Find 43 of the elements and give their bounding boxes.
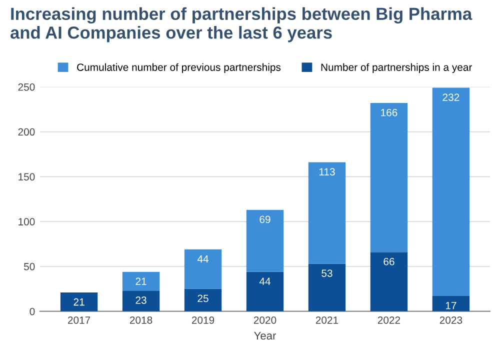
bar xyxy=(246,272,284,312)
bar xyxy=(370,103,408,252)
bar xyxy=(184,249,222,289)
bar xyxy=(122,290,160,312)
x-tick-label: 2020 xyxy=(254,316,276,324)
data-label: 17 xyxy=(446,302,456,310)
data-label: 44 xyxy=(197,255,209,262)
bar xyxy=(60,292,98,312)
bar xyxy=(370,252,408,312)
y-tick-label: 200 xyxy=(18,128,35,136)
y-tick-label: 250 xyxy=(18,83,35,91)
data-label: 44 xyxy=(259,278,270,285)
x-axis-title: Year xyxy=(254,332,276,340)
x-tick-label: 2019 xyxy=(192,316,214,324)
bar xyxy=(432,88,470,296)
data-label: 21 xyxy=(74,298,84,306)
data-label: 53 xyxy=(322,270,332,277)
data-label: 66 xyxy=(384,258,394,266)
legend-label: Number of partnerships in a year xyxy=(321,63,472,74)
data-label: 23 xyxy=(136,296,146,304)
bar xyxy=(122,272,160,291)
y-tick-label: 100 xyxy=(18,218,35,226)
data-label: 113 xyxy=(319,168,335,176)
data-label: 69 xyxy=(260,216,270,224)
y-tick-label: 0 xyxy=(30,308,35,316)
chart-title: Increasing number of partnerships between Big Pharma and AI Companies over the last 6 years xyxy=(10,7,472,42)
x-tick-label: 2023 xyxy=(440,316,462,324)
bar xyxy=(308,162,346,264)
bar xyxy=(432,296,470,312)
bar xyxy=(246,210,284,272)
bar xyxy=(184,288,222,312)
x-tick-label: 2021 xyxy=(316,316,338,324)
y-tick-label: 50 xyxy=(24,262,35,270)
y-tick-label: 150 xyxy=(18,173,35,181)
data-label: 21 xyxy=(136,278,146,285)
data-label: 232 xyxy=(442,94,460,101)
x-tick-label: 2018 xyxy=(130,316,152,324)
data-label: 25 xyxy=(198,294,208,302)
legend-label: Cumulative number of previous partnerships xyxy=(77,63,281,74)
x-tick-label: 2017 xyxy=(68,316,90,324)
data-label: 166 xyxy=(381,108,398,116)
bar xyxy=(308,264,346,312)
x-tick-label: 2022 xyxy=(378,316,400,324)
